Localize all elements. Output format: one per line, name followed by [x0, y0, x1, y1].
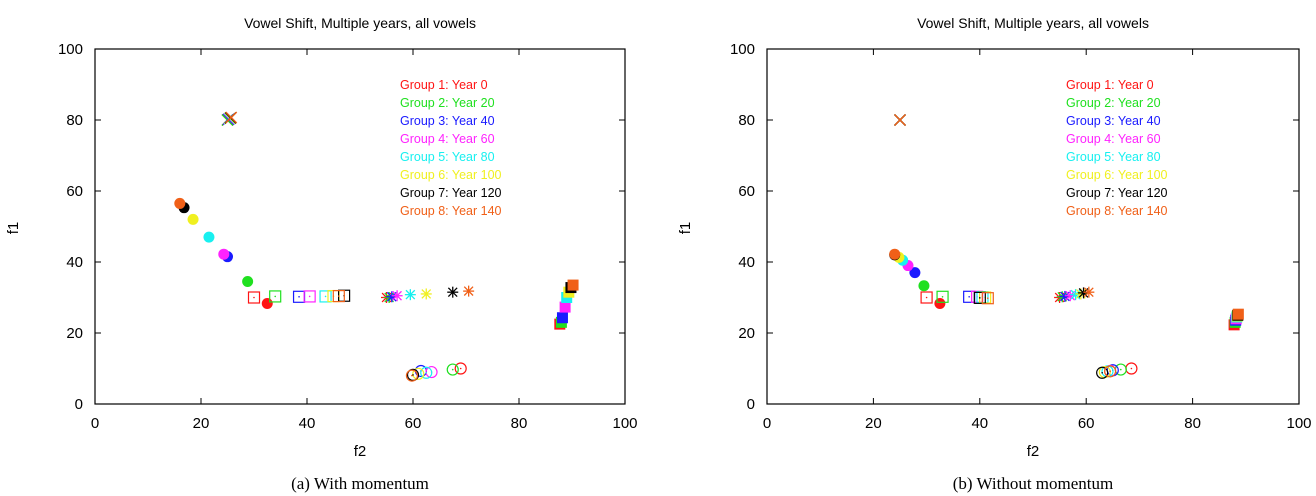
- legend-entry: Group 6: Year 100: [1066, 168, 1168, 182]
- legend-entry: Group 4: Year 60: [400, 132, 495, 146]
- data-point-square-open-g4: [303, 290, 316, 303]
- legend-entry: Group 4: Year 60: [1066, 132, 1161, 146]
- x-tick-label: 60: [1078, 415, 1095, 432]
- data-point-circle-open-g2: [446, 363, 459, 376]
- data-point-cross-g8: [894, 114, 906, 126]
- panel-without-momentum: Vowel Shift, Multiple years, all vowels …: [677, 15, 1312, 493]
- data-point-circle-g2: [242, 276, 254, 288]
- y-tick-label: 20: [66, 325, 83, 342]
- data-point-circle-g1: [934, 298, 946, 310]
- legend-entry: Group 5: Year 80: [400, 150, 495, 164]
- y-axis-label: f1: [677, 222, 694, 235]
- data-point-circle-g8: [889, 248, 901, 260]
- data-point-asterisk-g5: [404, 289, 416, 301]
- data-point-square-open-g2: [936, 290, 949, 303]
- legend-entry: Group 7: Year 120: [1066, 186, 1168, 200]
- data-point-circle-g1: [261, 298, 273, 310]
- data-point-circle-open-g8: [405, 369, 419, 382]
- y-tick-label: 20: [738, 325, 755, 342]
- x-tick-label: 100: [612, 415, 637, 432]
- caption: (a) With momentum: [291, 474, 429, 493]
- data-point-circle-g6: [187, 213, 199, 225]
- legend-entry: Group 6: Year 100: [400, 168, 502, 182]
- data-point-square-open-g8: [981, 292, 994, 305]
- legend-entry: Group 5: Year 80: [1066, 150, 1161, 164]
- data-point-asterisk-g8: [1083, 286, 1095, 298]
- x-tick-label: 80: [511, 415, 528, 432]
- data-point-circle-open-g5: [420, 366, 433, 379]
- data-point-square-open-g5: [319, 290, 332, 303]
- y-tick-label: 60: [66, 183, 83, 200]
- y-tick-label: 80: [738, 112, 755, 129]
- x-tick-label: 0: [763, 415, 771, 432]
- y-tick-label: 100: [58, 41, 83, 58]
- x-tick-label: 100: [1286, 415, 1311, 432]
- data-point-square-open-g1: [247, 291, 261, 304]
- x-axis-label: f2: [354, 443, 367, 460]
- y-axis-label: f1: [5, 222, 22, 235]
- data-point-square-open-g8: [332, 289, 345, 303]
- data-point-asterisk-g4: [391, 290, 403, 302]
- data-point-square-open-g2: [269, 290, 282, 303]
- x-tick-label: 60: [405, 415, 422, 432]
- data-point-asterisk-g6: [420, 288, 432, 300]
- data-point-circle-g4: [218, 248, 230, 260]
- legend-entry: Group 3: Year 40: [400, 114, 495, 128]
- data-point-square-g8: [1232, 308, 1244, 320]
- chart-title: Vowel Shift, Multiple years, all vowels: [917, 15, 1149, 31]
- x-axis-label: f2: [1027, 443, 1040, 460]
- data-point-circle-g8: [174, 197, 186, 209]
- data-point-square-open-g7: [973, 291, 986, 304]
- data-point-square-open-g3: [963, 290, 976, 303]
- x-tick-label: 0: [91, 415, 99, 432]
- legend-entry: Group 8: Year 140: [1066, 204, 1168, 218]
- data-point-circle-open-g8: [1104, 365, 1117, 378]
- panel-with-momentum: Vowel Shift, Multiple years, all vowels …: [5, 15, 638, 493]
- data-point-square-g4: [559, 301, 571, 313]
- y-tick-label: 80: [66, 112, 83, 129]
- data-point-cross-g8: [225, 111, 238, 124]
- y-tick-label: 40: [738, 254, 755, 271]
- data-point-circle-g3: [909, 267, 921, 279]
- plot-frame: [94, 48, 626, 405]
- y-tick-label: 40: [66, 254, 83, 271]
- data-point-circle-open-g1: [1125, 362, 1138, 375]
- legend-entry: Group 2: Year 20: [400, 96, 495, 110]
- data-point-circle-g5: [203, 231, 215, 243]
- legend-entry: Group 1: Year 0: [400, 78, 488, 92]
- x-tick-label: 20: [865, 415, 882, 432]
- data-point-circle-open-g1: [454, 362, 467, 375]
- data-point-square-open-g1: [920, 291, 933, 304]
- x-tick-label: 40: [299, 415, 316, 432]
- legend-entry: Group 8: Year 140: [400, 204, 502, 218]
- plot-frame: [766, 48, 1300, 405]
- data-point-square-g3: [556, 312, 568, 324]
- data-point-asterisk-g7: [447, 286, 459, 298]
- y-tick-label: 0: [75, 396, 83, 413]
- y-tick-label: 60: [738, 183, 755, 200]
- data-point-asterisk-g8: [463, 285, 475, 297]
- legend-entry: Group 2: Year 20: [1066, 96, 1161, 110]
- x-tick-label: 20: [193, 415, 210, 432]
- x-tick-label: 40: [971, 415, 988, 432]
- caption: (b) Without momentum: [953, 474, 1114, 493]
- data-point-circle-open-g7: [1096, 366, 1109, 379]
- chart-title: Vowel Shift, Multiple years, all vowels: [244, 15, 476, 31]
- legend-entry: Group 1: Year 0: [1066, 78, 1154, 92]
- data-point-circle-g2: [918, 280, 930, 292]
- y-tick-label: 100: [730, 41, 755, 58]
- data-point-square-g8: [567, 279, 579, 291]
- data-point-square-open-g3: [292, 290, 306, 303]
- y-tick-label: 0: [747, 396, 755, 413]
- x-tick-label: 80: [1184, 415, 1201, 432]
- legend-entry: Group 3: Year 40: [1066, 114, 1161, 128]
- legend-entry: Group 7: Year 120: [400, 186, 502, 200]
